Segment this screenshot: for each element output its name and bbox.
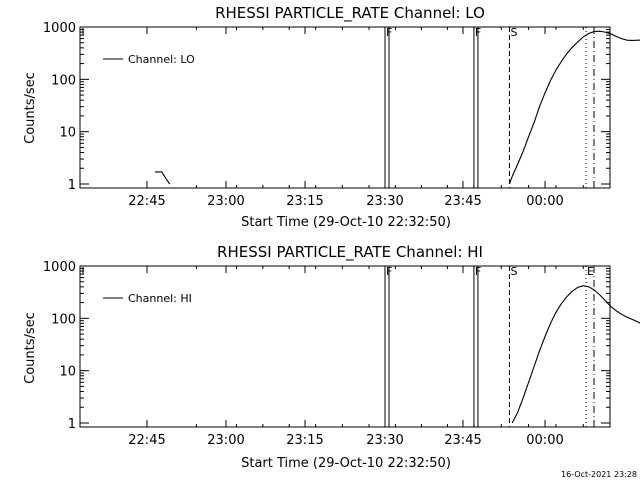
event-marker-label: S — [510, 26, 517, 39]
chart-panel-lo: RHESSI PARTICLE_RATE Channel: LO Counts/… — [23, 4, 640, 230]
chart-title: RHESSI PARTICLE_RATE Channel: LO — [215, 4, 485, 23]
y-axis-label: Counts/sec — [23, 72, 38, 144]
x-tick-label: 00:00 — [526, 433, 563, 448]
event-marker-label: E — [587, 265, 594, 278]
chart-panel-hi: RHESSI PARTICLE_RATE Channel: HI Counts/… — [23, 243, 640, 471]
y-ticks: 1 10 100 1000 — [43, 260, 610, 432]
y-tick-label: 1 — [68, 178, 76, 193]
x-tick-label: 23:00 — [207, 194, 244, 209]
series-line-segment — [511, 285, 640, 424]
x-axis-label: Start Time (29-Oct-10 22:32:50) — [241, 456, 451, 471]
series-lines — [154, 30, 640, 185]
x-tick-label: 23:45 — [444, 433, 481, 448]
legend: Channel: LO — [103, 53, 195, 66]
legend: Channel: HI — [103, 292, 192, 305]
y-tick-label: 1000 — [43, 21, 76, 36]
chart-title: RHESSI PARTICLE_RATE Channel: HI — [217, 243, 483, 262]
y-axis-label: Counts/sec — [23, 312, 38, 384]
series-lines — [511, 285, 640, 424]
series-line-segment — [154, 171, 171, 185]
plot-frame — [79, 26, 611, 189]
x-axis-label: Start Time (29-Oct-10 22:32:50) — [241, 215, 451, 230]
y-tick-label: 10 — [59, 126, 76, 141]
x-tick-label: 23:00 — [207, 433, 244, 448]
y-tick-label: 100 — [51, 73, 76, 88]
y-tick-label: 10 — [59, 365, 76, 380]
x-tick-label: 23:45 — [444, 194, 481, 209]
x-tick-label: 00:00 — [526, 194, 563, 209]
legend-label: Channel: LO — [128, 53, 195, 66]
y-tick-label: 1000 — [43, 260, 76, 275]
y-ticks: 1 10 100 1000 — [43, 21, 610, 193]
render-timestamp: 16-Oct-2021 23:28 — [561, 470, 637, 479]
event-marker-label: F — [386, 265, 392, 278]
x-tick-label: 23:15 — [286, 433, 323, 448]
x-ticks: 22:45 23:00 23:15 23:30 23:45 00:00 — [128, 266, 584, 448]
event-marker-label: F — [475, 26, 481, 39]
x-tick-label: 23:30 — [366, 433, 403, 448]
event-marker-label: F — [386, 26, 392, 39]
x-ticks: 22:45 23:00 23:15 23:30 23:45 00:00 — [128, 27, 584, 209]
x-tick-label: 23:30 — [366, 194, 403, 209]
event-marker-label: F — [475, 265, 481, 278]
event-marker-label: S — [510, 265, 517, 278]
x-tick-label: 22:45 — [128, 433, 165, 448]
x-tick-label: 23:15 — [286, 194, 323, 209]
x-tick-label: 22:45 — [128, 194, 165, 209]
y-tick-label: 1 — [68, 417, 76, 432]
y-tick-label: 100 — [51, 312, 76, 327]
plot-frame — [79, 265, 611, 428]
legend-label: Channel: HI — [128, 292, 192, 305]
series-line-segment — [508, 30, 640, 185]
